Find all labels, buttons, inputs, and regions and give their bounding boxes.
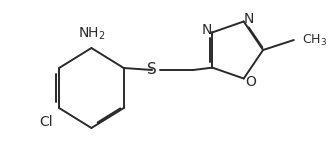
- Text: S: S: [147, 62, 157, 77]
- Text: NH$_2$: NH$_2$: [78, 26, 105, 42]
- Text: O: O: [245, 75, 256, 89]
- Text: Cl: Cl: [39, 115, 53, 129]
- Text: N: N: [202, 23, 212, 37]
- Text: N: N: [243, 13, 254, 26]
- Text: CH$_3$: CH$_3$: [302, 32, 327, 48]
